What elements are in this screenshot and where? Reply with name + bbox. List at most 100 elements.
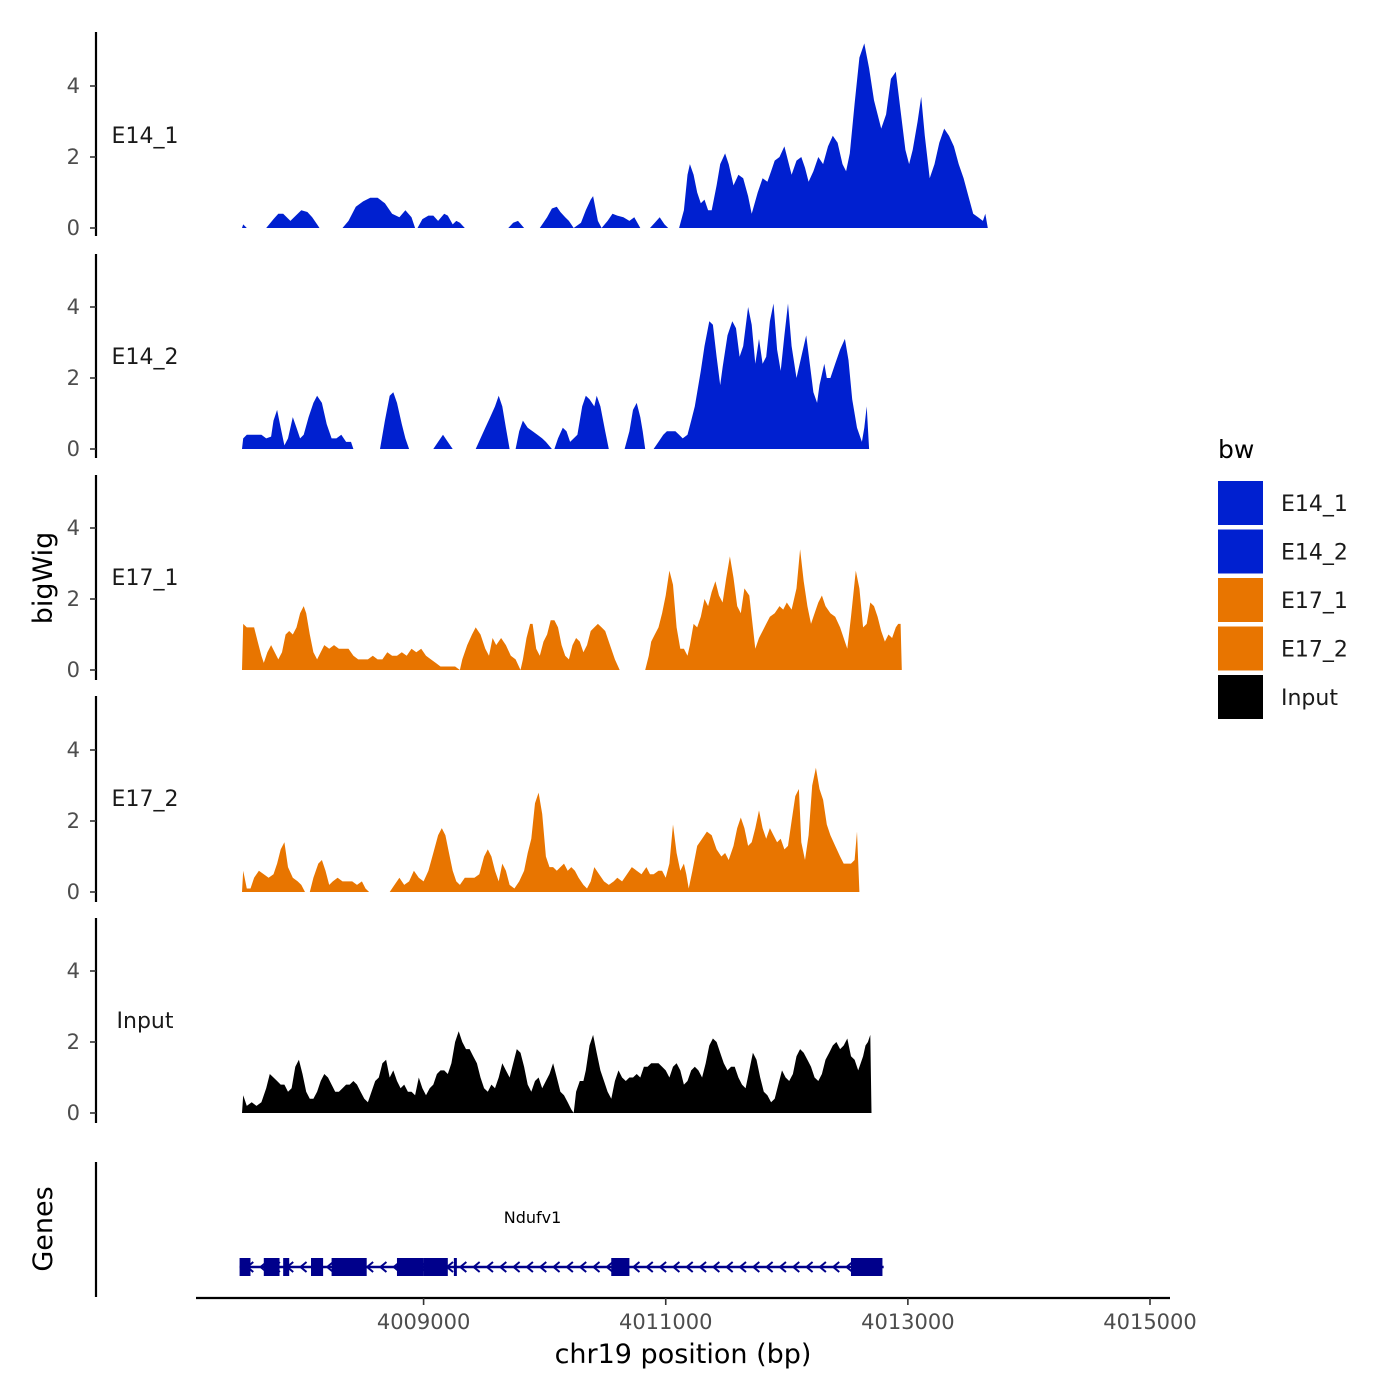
strand-arrow <box>378 1261 388 1273</box>
x-tick-label: 4009000 <box>377 1310 471 1334</box>
x-ticks: 4009000 4011000 4013000 4015000 <box>377 1298 1197 1334</box>
legend-swatch <box>1218 626 1263 671</box>
gene-exon <box>331 1258 367 1276</box>
gene-exon <box>263 1258 280 1276</box>
strand-arrow <box>605 1261 614 1273</box>
strand-arrow <box>512 1261 521 1273</box>
gene-exon <box>239 1258 251 1276</box>
strand-arrow <box>578 1261 587 1273</box>
gene-exon <box>423 1258 448 1276</box>
strand-arrow <box>591 1261 601 1273</box>
gene-exon <box>396 1258 424 1276</box>
legend-entries: E14_1 E14_2 E17_1 E17_2 Input <box>1218 481 1348 719</box>
track-label-input: Input <box>117 1009 174 1034</box>
coverage-area-e14-2 <box>242 303 870 449</box>
legend-swatch <box>1218 578 1263 622</box>
strand-arrow <box>498 1261 507 1273</box>
coverage-area-e17-2 <box>242 767 860 892</box>
strand-arrow <box>791 1261 800 1273</box>
coverage-area-e17-1 <box>242 549 902 670</box>
panel-y-ticks: 0 2 4 <box>67 959 96 1125</box>
strand-arrow <box>658 1261 667 1273</box>
gene-exon <box>453 1258 457 1276</box>
strand-arrow <box>472 1261 481 1273</box>
gene-exon <box>850 1258 883 1276</box>
track-label-e17-2: E17_2 <box>112 787 179 812</box>
legend-label: E14_2 <box>1281 541 1348 566</box>
y-axis-title: bigWig <box>28 532 59 625</box>
x-axis: 4009000 4011000 4013000 4015000 chr19 posit… <box>196 1296 1197 1370</box>
y-tick-label: 4 <box>67 74 80 98</box>
strand-arrow <box>485 1261 494 1273</box>
strand-arrow <box>538 1261 547 1273</box>
strand-arrow <box>751 1261 760 1273</box>
y-tick-label: 0 <box>67 216 80 240</box>
legend-label: E17_1 <box>1281 589 1348 614</box>
strand-arrow <box>765 1261 774 1273</box>
y-tick-label: 0 <box>67 1101 80 1125</box>
strand-arrow <box>711 1261 721 1273</box>
strand-arrow <box>698 1261 707 1273</box>
panel-input: 0 2 4 Input <box>67 918 872 1125</box>
x-tick-label: 4011000 <box>619 1310 713 1334</box>
legend-swatch <box>1218 529 1263 574</box>
y-tick-label: 2 <box>67 809 80 833</box>
panel-y-ticks: 0 2 4 <box>67 295 96 461</box>
strand-arrow <box>631 1261 641 1273</box>
strand-arrow <box>685 1261 694 1273</box>
legend: bw E14_1 E14_2 E17_1 E17_2 Input <box>1218 435 1348 719</box>
track-label-e14-2: E14_2 <box>112 345 179 370</box>
genes-panel: Genes Ndufv1 <box>28 1162 884 1297</box>
strand-arrow <box>552 1261 561 1273</box>
strand-arrow <box>565 1261 574 1273</box>
legend-label: E14_1 <box>1281 492 1348 517</box>
panel-y-ticks: 0 2 4 <box>67 516 96 682</box>
x-tick-label: 4015000 <box>1103 1310 1197 1334</box>
legend-label: Input <box>1281 686 1338 711</box>
coverage-area-e14-1 <box>242 43 988 229</box>
y-tick-label: 4 <box>67 516 80 540</box>
y-tick-label: 0 <box>67 437 80 461</box>
strand-arrow <box>725 1261 734 1273</box>
strand-arrow <box>645 1261 654 1273</box>
strand-arrow <box>458 1261 467 1273</box>
gene-exons <box>239 1258 883 1276</box>
legend-swatch <box>1218 481 1263 525</box>
legend-label: E17_2 <box>1281 638 1348 663</box>
y-tick-label: 2 <box>67 366 80 390</box>
y-tick-label: 4 <box>67 295 80 319</box>
panel-e17-1: 0 2 4 E17_1 <box>67 475 902 682</box>
y-tick-label: 0 <box>67 880 80 904</box>
panel-e14-2: 0 2 4 E14_2 <box>67 254 870 461</box>
x-tick-label: 4013000 <box>861 1310 955 1334</box>
y-tick-label: 4 <box>67 959 80 983</box>
panel-e17-2: 0 2 4 E17_2 <box>67 696 860 904</box>
coverage-area-input <box>242 1031 872 1113</box>
strand-arrow <box>818 1261 827 1273</box>
gene-exon <box>311 1258 324 1276</box>
panel-y-ticks: 0 2 4 <box>67 738 96 904</box>
y-tick-label: 2 <box>67 587 80 611</box>
strand-arrow <box>365 1261 374 1273</box>
strand-arrow <box>525 1261 534 1273</box>
strand-arrow <box>738 1261 747 1273</box>
genes-axis-title: Genes <box>28 1186 59 1271</box>
x-axis-title: chr19 position (bp) <box>555 1339 812 1370</box>
y-tick-label: 2 <box>67 145 80 169</box>
gene-exon <box>611 1258 630 1276</box>
strand-arrow <box>844 1261 854 1273</box>
strand-arrow <box>298 1261 308 1273</box>
legend-title: bw <box>1218 435 1254 464</box>
strand-arrow <box>805 1261 814 1273</box>
y-tick-label: 0 <box>67 658 80 682</box>
y-tick-label: 4 <box>67 738 80 762</box>
gene-exon <box>283 1258 290 1276</box>
panel-e14-1: 0 2 4 E14_1 <box>67 32 988 240</box>
gene-name-label: Ndufv1 <box>504 1208 562 1227</box>
panel-y-ticks: 0 2 4 <box>67 74 96 240</box>
strand-arrow <box>671 1261 681 1273</box>
strand-arrow <box>831 1261 840 1273</box>
strand-arrow <box>778 1261 787 1273</box>
track-label-e17-1: E17_1 <box>112 566 179 591</box>
